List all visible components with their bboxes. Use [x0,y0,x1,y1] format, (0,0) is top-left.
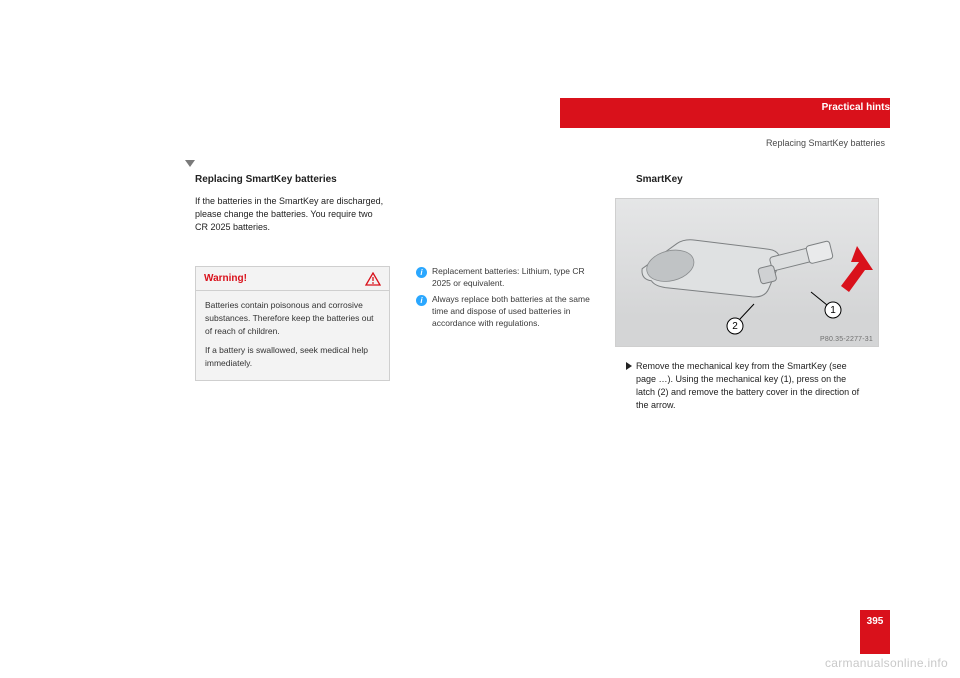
warning-body: Batteries contain poisonous and corrosiv… [196,291,389,380]
left-body: If the batteries in the SmartKey are dis… [195,195,385,234]
watermark: carmanualsonline.info [825,656,948,670]
warning-para-2: If a battery is swallowed, seek medical … [205,344,380,370]
warning-para-1: Batteries contain poisonous and corrosiv… [205,299,380,337]
smartkey-figure: 1 2 P80.35-2277-31 [615,198,879,347]
callout-1: 1 [830,305,836,316]
info-icon: i [416,267,427,278]
page-number-tab: 395 [860,610,890,654]
smartkey-illustration: 1 2 [615,198,879,347]
section-marker-icon [185,160,195,167]
left-heading: Replacing SmartKey batteries [195,174,375,185]
step-bullet-icon [626,362,632,370]
warning-header: Warning! [196,267,389,291]
info-icon: i [416,295,427,306]
warning-box: Warning! Batteries contain poisonous and… [195,266,390,381]
info-text-1: Replacement batteries: Lithium, type CR … [432,266,594,290]
warning-icon [365,272,381,286]
right-step-text: Remove the mechanical key from the Smart… [636,360,866,412]
callout-2: 2 [732,321,738,332]
section-subtitle: Replacing SmartKey batteries [625,138,885,148]
right-heading: SmartKey [636,174,816,185]
chapter-title: Practical hints [792,102,890,113]
arrow-icon [841,246,873,292]
figure-id: P80.35-2277-31 [820,336,873,343]
warning-title: Warning! [204,273,247,284]
page-root: Practical hints Replacing SmartKey batte… [0,0,960,678]
info-text-2: Always replace both batteries at the sam… [432,294,594,330]
